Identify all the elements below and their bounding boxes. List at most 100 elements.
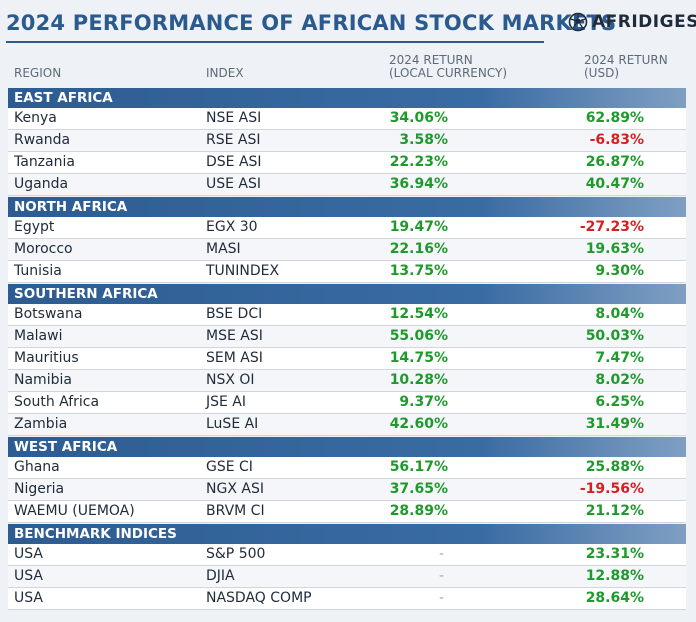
local-return-cell: 36.94% — [389, 176, 448, 192]
usd-return-cell: 12.88% — [585, 568, 644, 584]
region-cell: Kenya — [14, 110, 57, 126]
region-cell: Botswana — [14, 306, 83, 322]
local-return-cell: 42.60% — [389, 416, 448, 432]
index-cell: S&P 500 — [206, 546, 266, 562]
index-cell: BRVM CI — [206, 503, 265, 519]
local-return-cell: 3.58% — [399, 132, 448, 148]
soccer-ball-icon — [568, 12, 588, 32]
table-row: Ghana GSE CI 56.17% 25.88% — [8, 457, 686, 479]
local-return-cell: 22.23% — [389, 154, 448, 170]
section-header: NORTH AFRICA — [8, 197, 686, 217]
region-cell: Zambia — [14, 416, 68, 432]
title-underline — [6, 41, 544, 43]
local-return-cell: 28.89% — [389, 503, 448, 519]
table-row: Kenya NSE ASI 34.06% 62.89% — [8, 108, 686, 130]
local-return-cell: - — [438, 568, 444, 584]
local-return-cell: 14.75% — [389, 350, 448, 366]
region-cell: USA — [14, 546, 43, 562]
column-header-local-line2: (LOCAL CURRENCY) — [389, 66, 508, 80]
index-cell: DSE ASI — [206, 154, 262, 170]
local-return-cell: - — [438, 546, 444, 562]
usd-return-cell: 6.25% — [595, 394, 644, 410]
region-cell: Uganda — [14, 176, 69, 192]
column-headers: REGION INDEX 2024 RETURN (LOCAL CURRENCY… — [0, 52, 696, 88]
region-cell: Malawi — [14, 328, 63, 344]
section-header: EAST AFRICA — [8, 88, 686, 108]
table-row: Morocco MASI 22.16% 19.63% — [8, 239, 686, 261]
local-return-cell: 12.54% — [389, 306, 448, 322]
section-header: BENCHMARK INDICES — [8, 524, 686, 544]
table-row: Uganda USE ASI 36.94% 40.47% — [8, 174, 686, 196]
local-return-cell: 22.16% — [389, 241, 448, 257]
column-header-local-line1: 2024 RETURN — [389, 53, 473, 67]
table-row: Namibia NSX OI 10.28% 8.02% — [8, 370, 686, 392]
index-cell: NSE ASI — [206, 110, 262, 126]
table-row: Botswana BSE DCI 12.54% 8.04% — [8, 304, 686, 326]
region-cell: Namibia — [14, 372, 72, 388]
usd-return-cell: 21.12% — [585, 503, 644, 519]
region-cell: USA — [14, 590, 43, 606]
index-cell: NASDAQ COMP — [206, 590, 312, 606]
index-cell: MSE ASI — [206, 328, 263, 344]
usd-return-cell: 19.63% — [585, 241, 644, 257]
table-row: USA S&P 500 - 23.31% — [8, 544, 686, 566]
usd-return-cell: 25.88% — [585, 459, 644, 475]
index-cell: NSX OI — [206, 372, 255, 388]
local-return-cell: 10.28% — [389, 372, 448, 388]
header: 2024 PERFORMANCE OF AFRICAN STOCK MARKET… — [0, 0, 696, 50]
index-cell: NGX ASI — [206, 481, 264, 497]
region-cell: USA — [14, 568, 43, 584]
column-header-index: INDEX — [206, 66, 244, 80]
region-cell: Ghana — [14, 459, 60, 475]
page-title: 2024 PERFORMANCE OF AFRICAN STOCK MARKET… — [6, 11, 617, 35]
local-return-cell: 19.47% — [389, 219, 448, 235]
table-row: Tunisia TUNINDEX 13.75% 9.30% — [8, 261, 686, 283]
column-header-region: REGION — [14, 66, 62, 80]
table-row: Rwanda RSE ASI 3.58% -6.83% — [8, 130, 686, 152]
region-cell: Rwanda — [14, 132, 71, 148]
table-row: Mauritius SEM ASI 14.75% 7.47% — [8, 348, 686, 370]
region-cell: Nigeria — [14, 481, 65, 497]
usd-return-cell: 23.31% — [585, 546, 644, 562]
index-cell: GSE CI — [206, 459, 253, 475]
column-header-usd-line1: 2024 RETURN — [584, 53, 668, 67]
region-cell: Tanzania — [14, 154, 75, 170]
local-return-cell: - — [438, 590, 444, 606]
index-cell: MASI — [206, 241, 241, 257]
region-cell: Mauritius — [14, 350, 79, 366]
usd-return-cell: 50.03% — [585, 328, 644, 344]
returns-table: EAST AFRICA Kenya NSE ASI 34.06% 62.89% Rwand… — [8, 87, 686, 610]
index-cell: SEM ASI — [206, 350, 263, 366]
local-return-cell: 55.06% — [389, 328, 448, 344]
region-cell: Tunisia — [14, 263, 62, 279]
table-row: Malawi MSE ASI 55.06% 50.03% — [8, 326, 686, 348]
table-row: South Africa JSE AI 9.37% 6.25% — [8, 392, 686, 414]
usd-return-cell: 28.64% — [585, 590, 644, 606]
column-header-local-return: 2024 RETURN (LOCAL CURRENCY) — [389, 54, 507, 80]
index-cell: RSE ASI — [206, 132, 261, 148]
local-return-cell: 37.65% — [389, 481, 448, 497]
local-return-cell: 13.75% — [389, 263, 448, 279]
table-row: Nigeria NGX ASI 37.65% -19.56% — [8, 479, 686, 501]
usd-return-cell: -27.23% — [579, 219, 644, 235]
index-cell: USE ASI — [206, 176, 262, 192]
usd-return-cell: 40.47% — [585, 176, 644, 192]
usd-return-cell: -6.83% — [589, 132, 644, 148]
usd-return-cell: 8.04% — [595, 306, 644, 322]
section-header: WEST AFRICA — [8, 437, 686, 457]
index-cell: BSE DCI — [206, 306, 263, 322]
region-cell: South Africa — [14, 394, 100, 410]
brand-logo: AFRIDIGEST — [568, 12, 696, 32]
table-row: Egypt EGX 30 19.47% -27.23% — [8, 217, 686, 239]
region-cell: WAEMU (UEMOA) — [14, 503, 135, 519]
local-return-cell: 9.37% — [399, 394, 448, 410]
usd-return-cell: 62.89% — [585, 110, 644, 126]
usd-return-cell: 31.49% — [585, 416, 644, 432]
column-header-usd-line2: (USD) — [584, 66, 620, 80]
index-cell: DJIA — [206, 568, 235, 584]
table-row: Tanzania DSE ASI 22.23% 26.87% — [8, 152, 686, 174]
region-cell: Morocco — [14, 241, 73, 257]
usd-return-cell: 7.47% — [595, 350, 644, 366]
section-header: SOUTHERN AFRICA — [8, 284, 686, 304]
